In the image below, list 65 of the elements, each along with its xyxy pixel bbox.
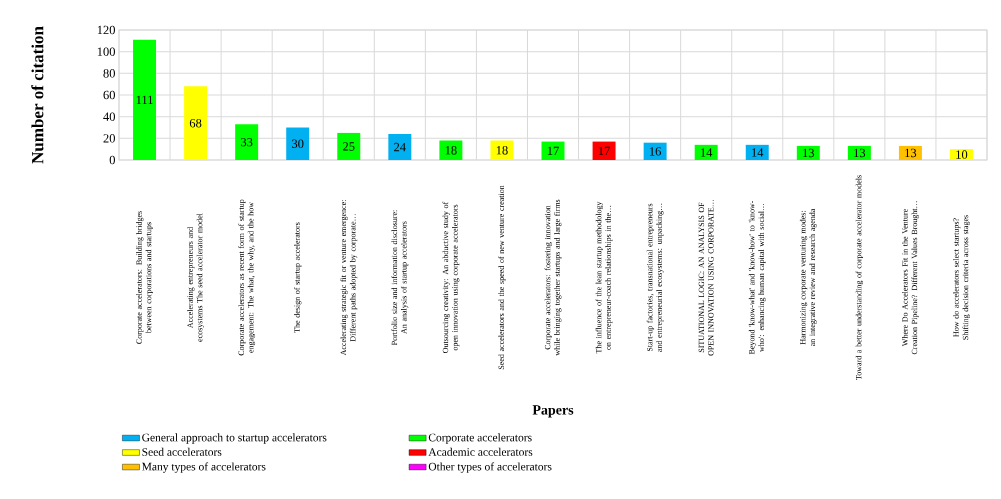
x-tick-label: Accelerating strategic fit or venture emergence: Different paths adopted by corporate…	[340, 200, 358, 356]
x-tick-label: Accelerating entrepreneurs and ecosystems The seed accelerator model	[187, 213, 204, 342]
x-tick-label: Portfolio size and information disclosure: An analysis of startup accelerators	[391, 210, 409, 346]
data-label: 24	[394, 142, 406, 152]
data-label: 10	[956, 150, 968, 159]
bar	[235, 124, 259, 160]
x-tick-label: Outsourcing creativity: An abductive study of open innovation using corporate accelerators	[442, 201, 460, 353]
x-tick-label: Corporate accelerators: fostering innovation while bringing together startups and large firms	[544, 199, 562, 356]
bar	[286, 127, 310, 160]
x-tick-label: How do accelerators select startups? Shifting decision criteria across stages	[953, 215, 970, 340]
x-tick-label: Harmonizing corporate venturing modes: an integrative review and research agenda	[799, 208, 817, 347]
legend-label: Academic accelerators	[428, 447, 533, 456]
x-tick-label: Start-up factories, transnational entrepreneurs and entrepreneurial ecosystems: unpacking…	[646, 203, 664, 352]
x-tick-label: Corporate accelerators: Building bridges between corporations and startups	[136, 211, 153, 344]
bar	[643, 142, 667, 160]
legend-label: Corporate accelerators	[428, 433, 532, 444]
x-tick-label: The influence of the lean startup methodology on entrepreneur-coach relationships in the…	[595, 201, 613, 354]
data-label: 18	[445, 146, 457, 155]
data-label: 13	[854, 148, 866, 158]
bar	[490, 140, 514, 160]
data-label: 17	[598, 146, 610, 155]
y-tick-label: 100	[97, 47, 115, 56]
y-tick-label: 0	[109, 155, 115, 165]
data-label: 25	[343, 142, 355, 151]
data-label: 68	[189, 118, 202, 128]
y-tick-label: 120	[97, 25, 115, 35]
legend-label: Other types of accelerators	[428, 462, 552, 473]
bar	[388, 134, 412, 160]
bar	[847, 145, 871, 160]
x-tick-label: Corporate accelerators as recent form of startup engagement: The what, the why, and the how	[238, 199, 256, 356]
data-label: 14	[752, 148, 764, 157]
data-label: 13	[803, 148, 815, 158]
legend-label: Many types of accelerators	[142, 462, 266, 473]
x-tick-label: Seed accelerators and the speed of new venture creation	[498, 185, 506, 370]
data-label: 17	[547, 146, 559, 155]
y-axis-title: Number of citation	[31, 26, 44, 164]
data-label: 16	[649, 147, 661, 156]
data-label: 111	[136, 95, 153, 104]
legend-label: Seed accelerators	[142, 447, 222, 456]
y-tick-label: 20	[103, 134, 115, 143]
bar	[745, 144, 769, 160]
data-label: 30	[292, 139, 304, 148]
bar	[439, 140, 463, 160]
bar	[898, 145, 922, 160]
data-label: 14	[701, 148, 713, 157]
data-label: 33	[241, 137, 253, 147]
x-tick-label: The design of startup accelerators	[294, 222, 302, 333]
y-tick-label: 40	[103, 112, 115, 121]
x-tick-label: Where Do Accelerators Fit in the Venture Creation Pipeline? Different Values Brought…	[902, 201, 919, 355]
bar	[337, 132, 361, 160]
x-axis-title: Papers	[532, 405, 574, 418]
bar	[796, 145, 820, 160]
bar	[949, 149, 973, 160]
bar	[133, 39, 157, 160]
legend-label: General approach to startup accelerators	[142, 433, 327, 444]
x-tick-label: SITUATIONAL LOGIC: AN ANALYSIS OF OPEN INNOVATION USING CORPORATE…	[698, 200, 714, 356]
data-label: 18	[496, 146, 508, 155]
data-label: 13	[905, 148, 917, 158]
y-tick-label: 80	[103, 69, 115, 78]
x-tick-label: Beyond 'know-what' and 'know-how' to 'know-who': enhancing human capital with social…	[748, 200, 766, 355]
y-tick-label: 60	[103, 90, 115, 100]
bar	[184, 86, 208, 160]
bar	[694, 144, 718, 160]
x-tick-label: Toward a better understanding of corporate accelerator models	[855, 175, 864, 380]
bar	[592, 141, 616, 160]
